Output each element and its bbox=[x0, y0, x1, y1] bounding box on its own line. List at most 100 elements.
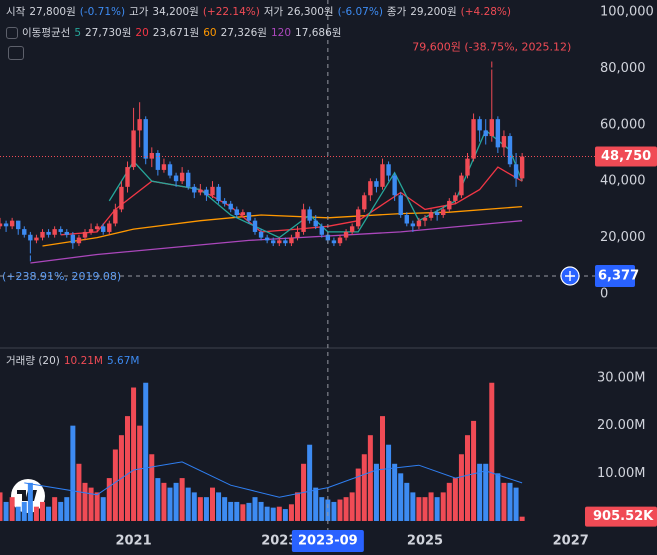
candle-body bbox=[386, 164, 391, 176]
collapse-button[interactable] bbox=[8, 46, 24, 60]
volume-bar bbox=[52, 497, 58, 521]
candle-body bbox=[149, 152, 154, 159]
volume-bar bbox=[361, 454, 367, 521]
volume-bar bbox=[64, 497, 70, 521]
candle-body bbox=[64, 231, 69, 235]
volume-bar bbox=[100, 497, 106, 521]
x-tick-label: 2025 bbox=[407, 534, 443, 549]
candle-body bbox=[398, 195, 403, 216]
candle-body bbox=[392, 175, 397, 196]
candle-body bbox=[343, 231, 349, 238]
volume-bar bbox=[3, 501, 9, 521]
volume-bar bbox=[234, 501, 240, 521]
volume-bar bbox=[501, 482, 507, 521]
add-alert-plus bbox=[565, 271, 575, 282]
volume-bar bbox=[331, 501, 337, 521]
ohlc-label: 고가 bbox=[129, 6, 149, 18]
low-label: (+238.91%, 2019.08) bbox=[2, 270, 121, 283]
candle-body bbox=[252, 220, 258, 232]
eye-icon[interactable] bbox=[6, 26, 18, 39]
crosshair-time-box bbox=[291, 530, 364, 552]
volume-bar bbox=[270, 507, 276, 521]
candle-body bbox=[3, 223, 9, 227]
volume-bar bbox=[440, 492, 446, 521]
volume-bar bbox=[70, 425, 76, 521]
volume-bar bbox=[452, 478, 458, 521]
candle-body bbox=[416, 220, 422, 227]
volume-bar bbox=[9, 497, 15, 521]
candle-body bbox=[16, 220, 21, 230]
volume-bar bbox=[40, 501, 45, 521]
candle-body bbox=[204, 189, 209, 196]
candle-body bbox=[422, 217, 428, 221]
candle-body bbox=[441, 209, 446, 216]
candle-body bbox=[301, 209, 306, 232]
candle-body bbox=[380, 164, 385, 187]
candle-body bbox=[186, 172, 191, 187]
last-price-label: 48,750 bbox=[601, 149, 651, 164]
volume-bar bbox=[446, 482, 452, 521]
candle-body bbox=[337, 237, 343, 244]
volume-bar bbox=[513, 487, 519, 521]
volume-bar bbox=[15, 506, 21, 521]
candle-body bbox=[82, 231, 88, 238]
volume-bar bbox=[373, 463, 379, 521]
volume-bar bbox=[76, 463, 82, 521]
candle-body bbox=[495, 119, 501, 148]
candle-body bbox=[313, 220, 318, 227]
candle-body bbox=[283, 240, 288, 244]
candle-body bbox=[277, 240, 282, 244]
volume-bar bbox=[428, 492, 434, 521]
volume-bar bbox=[489, 382, 495, 521]
volume-bar bbox=[228, 501, 234, 521]
candle-body bbox=[173, 175, 179, 182]
candle-body bbox=[489, 119, 494, 137]
volume-bar bbox=[392, 463, 398, 521]
volume-bar bbox=[410, 492, 416, 521]
add-alert-button[interactable] bbox=[560, 266, 580, 286]
volume-bar bbox=[216, 492, 222, 521]
ohlc-label: 종가 bbox=[386, 6, 407, 18]
candle-body bbox=[307, 209, 312, 221]
volume-bar bbox=[483, 463, 489, 521]
moving-average-line bbox=[30, 220, 523, 264]
candle-body bbox=[410, 223, 416, 227]
volume-bar bbox=[465, 435, 470, 521]
volume-bar bbox=[125, 416, 130, 521]
candle-body bbox=[52, 229, 57, 235]
candle-body bbox=[161, 164, 167, 170]
y-tick-label: 40,000 bbox=[600, 174, 646, 189]
volume-bar bbox=[398, 473, 404, 521]
candle-body bbox=[28, 234, 33, 241]
candle-body bbox=[131, 130, 136, 168]
crosshair-price-label: 6,377 bbox=[598, 269, 639, 284]
candle-body bbox=[0, 223, 3, 227]
legend-period: 5 bbox=[74, 26, 81, 39]
candle-body bbox=[113, 209, 118, 224]
volume-bar bbox=[137, 425, 143, 521]
volume-bar bbox=[519, 516, 525, 521]
candle-body bbox=[94, 226, 100, 230]
ohlc-value: 26,300원 bbox=[287, 6, 334, 18]
volume-bar bbox=[264, 506, 270, 521]
volume-legend: 거래량 (20) 10.21M 5.67M bbox=[6, 353, 139, 368]
volume-bar bbox=[143, 382, 149, 521]
candle-body bbox=[246, 212, 252, 221]
volume-bar bbox=[282, 509, 288, 521]
volume-bar bbox=[295, 492, 300, 521]
candle-body bbox=[471, 119, 476, 159]
candle-body bbox=[137, 119, 142, 131]
volume-bar bbox=[46, 506, 52, 521]
candle-body bbox=[119, 186, 124, 210]
volume-bar bbox=[131, 387, 137, 521]
volume-bar bbox=[167, 487, 173, 521]
last-volume-box bbox=[585, 506, 657, 527]
moving-average-line bbox=[60, 166, 523, 236]
ohlc-change: (+22.14%) bbox=[202, 5, 260, 18]
ohlc-value: 27,800원 bbox=[29, 6, 76, 18]
volume-bar bbox=[307, 444, 313, 521]
ohlc-change: (-6.07%) bbox=[337, 5, 383, 18]
ohlc-value: 34,200원 bbox=[152, 6, 199, 18]
volume-bar bbox=[319, 497, 325, 521]
